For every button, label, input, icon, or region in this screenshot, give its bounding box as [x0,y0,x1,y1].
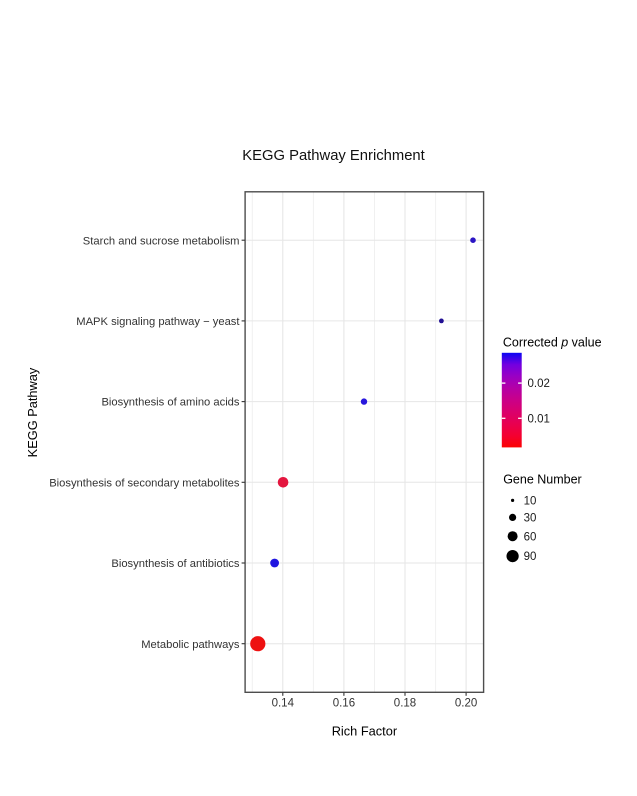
svg-text:0.01: 0.01 [528,413,550,425]
svg-text:MAPK signaling pathway − yeast: MAPK signaling pathway − yeast [76,316,240,328]
svg-text:0.14: 0.14 [272,697,295,709]
svg-text:Biosynthesis of amino acids: Biosynthesis of amino acids [101,397,239,409]
svg-text:60: 60 [524,531,537,543]
svg-text:Biosynthesis of antibiotics: Biosynthesis of antibiotics [111,558,240,570]
svg-text:Corrected p value: Corrected p value [503,336,602,350]
svg-text:KEGG Pathway Enrichment: KEGG Pathway Enrichment [242,148,425,164]
svg-text:0.18: 0.18 [394,697,416,709]
svg-text:Metabolic pathways: Metabolic pathways [141,639,240,651]
svg-text:Gene Number: Gene Number [503,473,582,487]
svg-text:0.02: 0.02 [528,378,550,390]
svg-text:0.20: 0.20 [455,697,477,709]
svg-text:KEGG Pathway: KEGG Pathway [25,367,40,457]
svg-text:Biosynthesis of secondary meta: Biosynthesis of secondary metabolites [49,477,240,489]
svg-text:0.16: 0.16 [333,697,355,709]
svg-text:30: 30 [524,513,537,525]
svg-text:Starch and sucrose metabolism: Starch and sucrose metabolism [83,235,240,247]
svg-text:90: 90 [524,551,537,563]
svg-text:Rich Factor: Rich Factor [332,723,398,738]
svg-text:10: 10 [524,496,537,508]
